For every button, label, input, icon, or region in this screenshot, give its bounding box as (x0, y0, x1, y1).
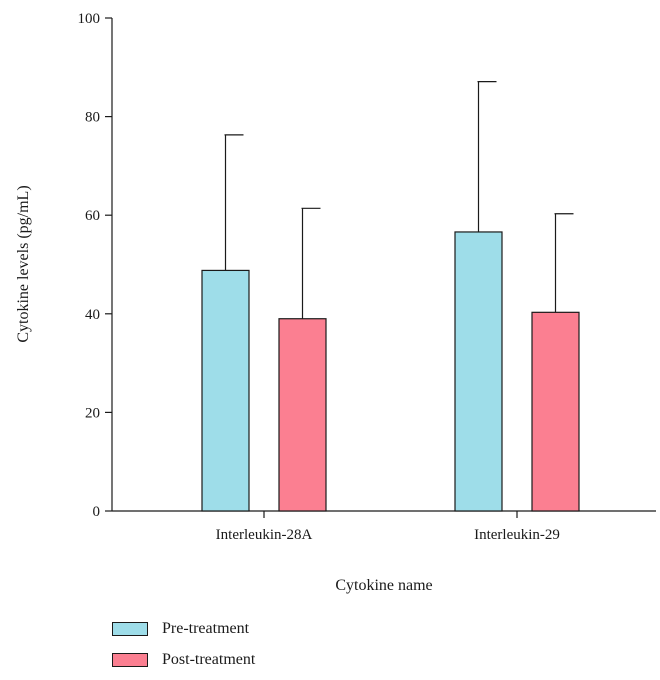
bar (454, 231, 503, 512)
x-axis-title: Cytokine name (335, 577, 432, 594)
y-tick-label: 0 (93, 504, 101, 520)
bar (531, 311, 580, 512)
y-tick-label: 60 (85, 208, 100, 224)
legend-swatch-pre-treatment (112, 622, 148, 636)
y-tick-label: 20 (85, 405, 100, 421)
y-tick-label: 80 (85, 110, 100, 126)
x-tick-label: Interleukin-28A (216, 527, 313, 543)
bars (201, 80, 580, 512)
y-axis-title: Cytokine levels (pg/mL) (15, 185, 32, 342)
bar (201, 269, 250, 512)
legend: Pre-treatment Post-treatment (112, 618, 255, 680)
legend-item-post-treatment: Post-treatment (112, 649, 255, 671)
legend-item-pre-treatment: Pre-treatment (112, 618, 255, 640)
legend-label: Post-treatment (162, 651, 256, 668)
bar (278, 318, 327, 512)
y-tick-label: 100 (78, 11, 101, 27)
x-ticks: Interleukin-28A Interleukin-29 (216, 511, 560, 543)
legend-swatch-post-treatment (112, 653, 148, 667)
x-tick-label: Interleukin-29 (474, 527, 560, 543)
y-tick-label: 40 (85, 307, 100, 323)
legend-label: Pre-treatment (162, 620, 250, 637)
y-ticks: 0 20 40 60 80 100 (78, 11, 112, 520)
